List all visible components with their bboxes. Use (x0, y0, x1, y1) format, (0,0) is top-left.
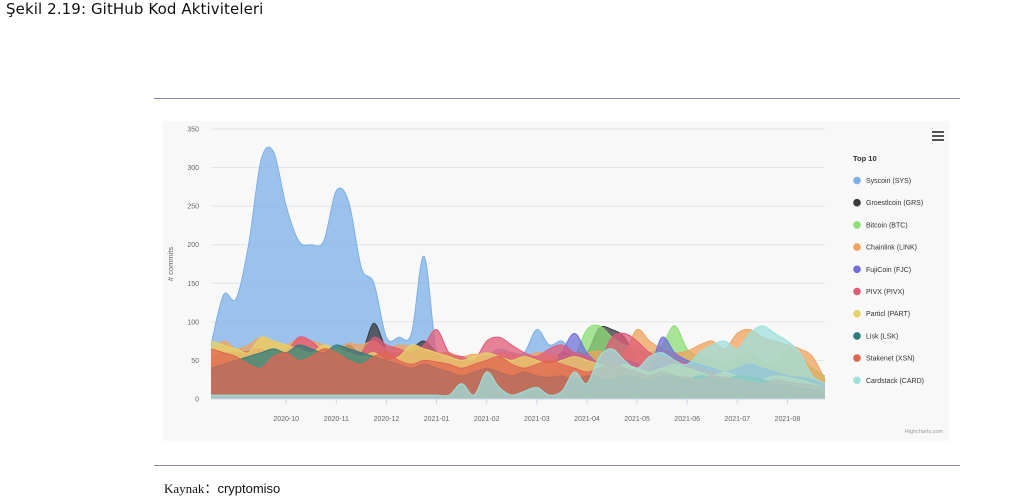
legend-marker (853, 287, 861, 296)
series-line-10 (211, 325, 826, 397)
axes: 0 50 100 150 200 250 300 350 # commits 2020-10 202… (166, 127, 825, 423)
legend-label: Particl (PART) (866, 311, 910, 318)
legend-item[interactable]: Cardstack (CARD) (853, 376, 924, 385)
x-tick-label: 2020-10 (273, 416, 299, 423)
legend-marker (853, 265, 861, 274)
legend-marker (853, 332, 861, 340)
legend-marker (853, 176, 861, 185)
x-tick-label: 2021-04 (574, 416, 600, 423)
series-area-1[interactable] (211, 147, 825, 399)
x-tick-label: 2020-12 (374, 416, 400, 423)
source-value: cryptomiso (217, 481, 281, 496)
legend-item[interactable]: Lisk (LSK) (853, 332, 898, 340)
y-axis-label: # commits (166, 247, 175, 281)
y-tick-label: 0 (195, 397, 199, 404)
highcharts-credit[interactable]: Highcharts.com (905, 429, 944, 435)
legend-item[interactable]: Stakenet (XSN) (853, 354, 915, 363)
legend-item[interactable]: FujiCoin (FJC) (853, 265, 911, 274)
chart-menu-button[interactable] (932, 131, 944, 143)
x-tick-label: 2020-11 (324, 416, 349, 423)
y-tick-label: 250 (187, 204, 199, 211)
legend-item[interactable]: Bitcoin (BTC) (853, 221, 908, 229)
legend-label: Groestlcoin (GRS) (866, 200, 923, 207)
x-tick-label: 2021-06 (674, 416, 700, 423)
legend-marker (853, 309, 861, 318)
top-divider (154, 98, 960, 99)
legend-label: Stakenet (XSN) (866, 356, 915, 363)
legend-item[interactable]: Groestlcoin (GRS) (853, 198, 923, 207)
menu-bar-icon (932, 139, 944, 141)
source-line: Kaynak：cryptomiso (164, 478, 280, 497)
series-area-10[interactable] (211, 325, 825, 399)
y-tick-label: 350 (187, 127, 199, 134)
x-tick-label: 2021-02 (474, 416, 500, 423)
x-tick-label: 2021-01 (424, 416, 450, 423)
y-tick-label: 100 (187, 319, 199, 326)
legend-item[interactable]: Syscoin (SYS) (853, 176, 911, 185)
legend-marker (853, 221, 861, 229)
x-tick-label: 2021-05 (624, 416, 650, 423)
area-chart: 0 50 100 150 200 250 300 350 # commits 2020-10 202… (166, 127, 944, 436)
legend-item[interactable]: PIVX (PIVX) (853, 287, 905, 296)
legend-label: Chainlink (LINK) (866, 245, 917, 252)
legend: Top 10 Syscoin (SYS) Groestlcoin (GRS) Bitc… (853, 154, 924, 385)
bottom-divider (154, 465, 960, 466)
y-tick-label: 50 (191, 358, 199, 365)
legend-item[interactable]: Particl (PART) (853, 309, 910, 318)
x-tick-label: 2021-03 (524, 416, 550, 423)
legend-marker (853, 376, 861, 385)
x-tick-label: 2021-07 (724, 416, 750, 423)
legend-label: PIVX (PIVX) (866, 289, 905, 296)
legend-label: FujiCoin (FJC) (866, 267, 911, 274)
menu-bar-icon (932, 135, 944, 137)
y-tick-label: 150 (187, 281, 199, 288)
y-tick-label: 300 (187, 165, 199, 172)
x-tick-label: 2021-08 (775, 416, 801, 423)
legend-title: Top 10 (853, 154, 877, 163)
legend-marker (853, 243, 861, 251)
legend-marker (853, 354, 861, 362)
source-label: Kaynak： (164, 481, 218, 496)
legend-item[interactable]: Chainlink (LINK) (853, 243, 917, 252)
series-areas (210, 146, 826, 399)
legend-label: Bitcoin (BTC) (866, 222, 908, 229)
legend-marker (853, 198, 861, 207)
legend-label: Syscoin (SYS) (866, 178, 911, 185)
legend-label: Cardstack (CARD) (866, 378, 924, 385)
chart-container: 0 50 100 150 200 250 300 350 # commits 2020-10 202… (163, 121, 949, 441)
y-tick-label: 200 (187, 242, 199, 249)
legend-label: Lisk (LSK) (866, 333, 898, 340)
menu-bar-icon (932, 131, 944, 133)
figure-caption: Şekil 2.19: GitHub Kod Aktiviteleri (6, 0, 264, 18)
